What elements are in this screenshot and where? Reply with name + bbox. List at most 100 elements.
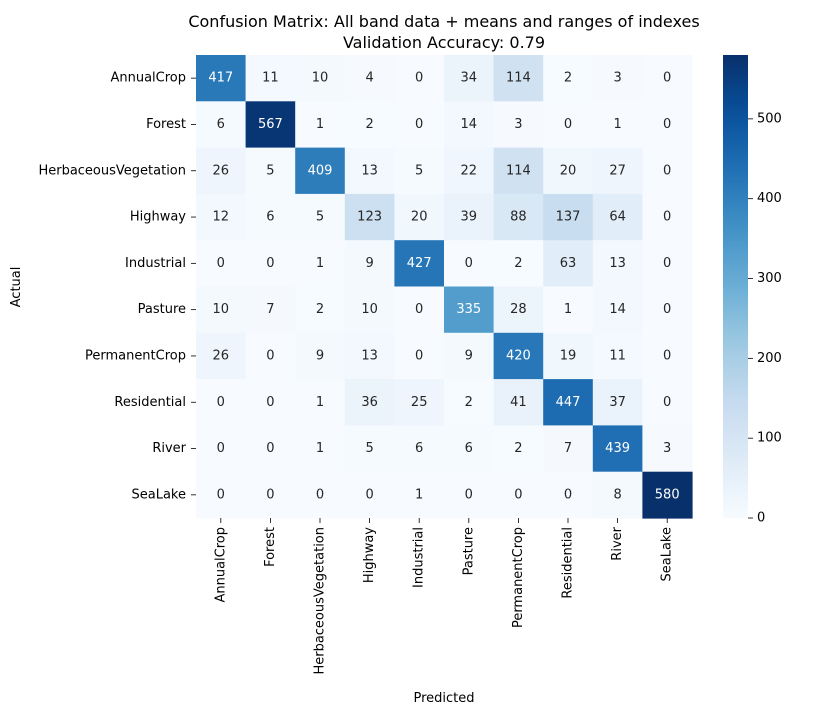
x-tick-label-9: SeaLake: [660, 527, 675, 582]
heatmap-cell-1-9: [642, 101, 693, 149]
heatmap-cell-8-1: [245, 425, 296, 473]
cell-value-6-5: 9: [465, 348, 473, 363]
x-axis-label: Predicted: [413, 691, 474, 706]
cell-value-9-5: 0: [465, 487, 473, 502]
colorbar: [723, 55, 748, 518]
heatmap-cell-4-8: [592, 240, 643, 288]
heatmap-cell-7-9: [642, 379, 693, 426]
y-axis-ticks: AnnualCrop Forest HerbaceousVegetation High…: [38, 71, 196, 502]
heatmap-cell-1-8: [592, 101, 643, 149]
x-tick-label-7: Residential: [561, 527, 576, 599]
cell-value-3-3: 123: [357, 210, 382, 225]
cell-value-6-1: 0: [266, 348, 274, 363]
heatmap-cell-3-3: [344, 193, 395, 241]
cell-value-1-6: 3: [514, 117, 522, 132]
heatmap-cell-5-1: [245, 286, 296, 334]
heatmap-cell-6-8: [592, 332, 643, 380]
cell-value-7-5: 2: [465, 395, 473, 410]
heatmap-cell-2-2: [295, 147, 346, 195]
heatmap-cell-5-3: [344, 286, 395, 334]
heatmap-cell-1-2: [295, 101, 346, 149]
heatmap-cell-0-0: [196, 55, 247, 102]
heatmap-cell-5-5: [444, 286, 495, 334]
cell-value-4-4: 427: [407, 256, 432, 271]
heatmap-cell-4-9: [642, 240, 693, 288]
cell-value-8-5: 6: [465, 441, 473, 456]
heatmap-cell-3-0: [196, 193, 247, 241]
heatmap-cell-8-0: [196, 425, 247, 473]
heatmap-cell-9-7: [543, 471, 594, 519]
heatmap-cell-0-6: [493, 55, 544, 102]
cell-value-8-1: 0: [266, 441, 274, 456]
cell-value-2-4: 5: [415, 163, 423, 178]
heatmap-cell-2-4: [394, 147, 445, 195]
heatmap-cell-2-3: [344, 147, 395, 195]
cell-value-3-8: 64: [609, 210, 626, 225]
cell-value-6-2: 9: [316, 348, 324, 363]
heatmap-cell-4-1: [245, 240, 296, 288]
heatmap-cell-9-3: [344, 471, 395, 519]
y-tick-label-1: Forest: [146, 117, 186, 132]
heatmap-cell-5-6: [493, 286, 544, 334]
chart-subtitle: Validation Accuracy: 0.79: [343, 33, 545, 52]
colorbar-tick-label-0: 0: [757, 511, 765, 526]
heatmap-cell-4-2: [295, 240, 346, 288]
heatmap-cell-8-2: [295, 425, 346, 473]
heatmap-cell-7-6: [493, 379, 544, 426]
y-tick-label-5: Pasture: [138, 302, 186, 317]
heatmap-cell-2-9: [642, 147, 693, 195]
heatmap-cell-6-0: [196, 332, 247, 380]
cell-value-9-1: 0: [266, 487, 274, 502]
heatmap-cell-labels: 417 11 10 4 0 34 114 2 3 06 567 1 2 0 14 3 0 1 026 5 409 13 5 2…: [208, 71, 679, 503]
heatmap-cell-6-4: [394, 332, 445, 380]
heatmap-cell-1-0: [196, 101, 247, 149]
heatmap-cell-2-8: [592, 147, 643, 195]
cell-value-7-2: 1: [316, 395, 324, 410]
y-tick-label-0: AnnualCrop: [110, 71, 186, 86]
heatmap-cell-5-0: [196, 286, 247, 334]
heatmap-cell-7-0: [196, 379, 247, 426]
cell-value-8-8: 439: [605, 441, 630, 456]
cell-value-3-6: 88: [510, 210, 527, 225]
heatmap-cell-8-7: [543, 425, 594, 473]
cell-value-1-4: 0: [415, 117, 423, 132]
y-tick-label-9: SeaLake: [132, 487, 187, 502]
heatmap-cell-9-2: [295, 471, 346, 519]
heatmap-cell-3-7: [543, 193, 594, 241]
cell-value-0-3: 4: [365, 71, 373, 86]
cell-value-9-6: 0: [514, 487, 522, 502]
cell-value-2-7: 20: [560, 163, 577, 178]
heatmap-cell-5-2: [295, 286, 346, 334]
cell-value-6-0: 26: [213, 348, 230, 363]
cell-value-6-7: 19: [560, 348, 577, 363]
x-tick-label-5: Pasture: [461, 527, 476, 575]
x-axis-ticks: AnnualCrop Forest HerbaceousVegetation High…: [213, 518, 675, 675]
heatmap-cell-0-5: [444, 55, 495, 102]
heatmap-cell-4-5: [444, 240, 495, 288]
cell-value-9-0: 0: [217, 487, 225, 502]
cell-value-4-9: 0: [663, 256, 671, 271]
heatmap-cell-9-0: [196, 471, 247, 519]
cell-value-0-0: 417: [208, 71, 233, 86]
cell-value-7-3: 36: [361, 395, 378, 410]
cell-value-1-2: 1: [316, 117, 324, 132]
heatmap-cell-5-9: [642, 286, 693, 334]
cell-value-7-7: 447: [556, 395, 581, 410]
heatmap-cell-3-4: [394, 193, 445, 241]
cell-value-6-6: 420: [506, 348, 531, 363]
heatmap-cell-9-9: [642, 471, 693, 519]
heatmap-cell-7-4: [394, 379, 445, 426]
heatmap-cell-6-3: [344, 332, 395, 380]
cell-value-0-5: 34: [461, 71, 478, 86]
cell-value-5-7: 1: [564, 302, 572, 317]
cell-value-8-2: 1: [316, 441, 324, 456]
heatmap-cell-6-1: [245, 332, 296, 380]
y-axis-label: Actual: [9, 267, 24, 308]
cell-value-7-1: 0: [266, 395, 274, 410]
cell-value-4-0: 0: [217, 256, 225, 271]
heatmap-cell-2-5: [444, 147, 495, 195]
cell-value-4-5: 0: [465, 256, 473, 271]
x-tick-label-1: Forest: [263, 527, 278, 567]
heatmap-cell-7-7: [543, 379, 594, 426]
